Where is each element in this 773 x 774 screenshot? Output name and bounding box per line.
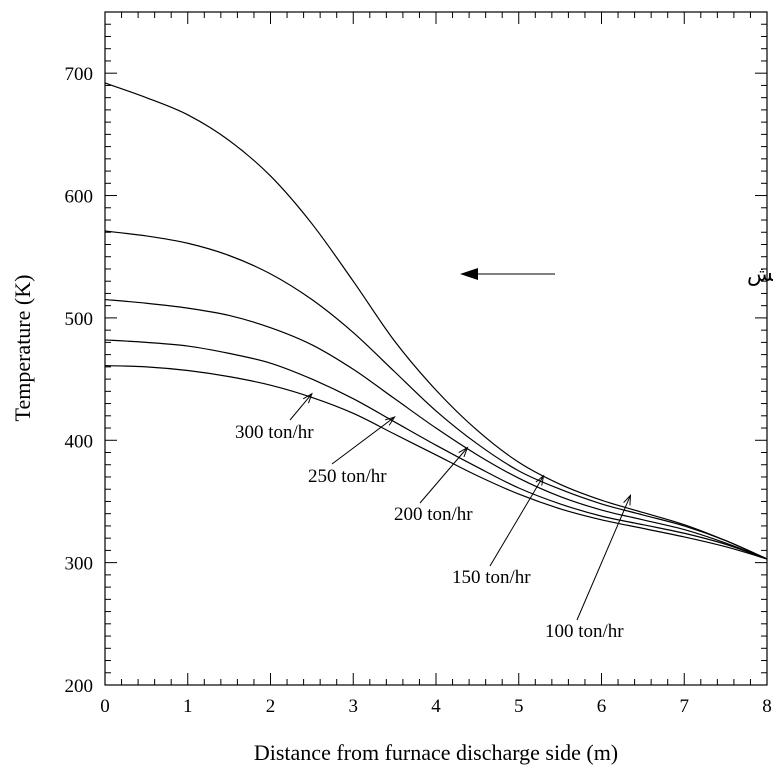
y-tick-label: 400 (65, 431, 94, 452)
series-line-250-ton-hr (104, 339, 768, 560)
direction-note: جهت حرکت شمش (747, 262, 773, 286)
series-line-100-ton-hr (104, 82, 768, 560)
series-curves (104, 82, 768, 560)
x-axis-title: Distance from furnace discharge side (m) (254, 740, 618, 765)
x-tick-label: 1 (183, 696, 193, 717)
series-pointer-head-icon (384, 416, 396, 426)
x-tick-label: 4 (431, 696, 441, 717)
series-label-150-ton-hr: 150 ton/hr (452, 567, 531, 588)
x-tick-label: 3 (349, 696, 359, 717)
x-tick-label: 6 (597, 696, 607, 717)
series-pointer-200-ton-hr (419, 447, 468, 504)
series-label-100-ton-hr: 100 ton/hr (545, 621, 624, 642)
series-pointer-150-ton-hr (489, 475, 545, 567)
y-tick-label: 700 (65, 64, 94, 85)
series-label-300-ton-hr: 300 ton/hr (235, 422, 314, 443)
x-tick-label: 7 (680, 696, 690, 717)
axis-ticks (104, 11, 768, 686)
series-line-300-ton-hr (104, 365, 768, 560)
series-line-200-ton-hr (104, 298, 768, 560)
y-tick-label: 500 (65, 309, 94, 330)
y-tick-labels: 200 300 400 500 600 700 (65, 64, 94, 697)
series-label-200-ton-hr: 200 ton/hr (394, 504, 473, 525)
series-line-150-ton-hr (104, 230, 768, 560)
series-pointer-head-icon (535, 474, 545, 486)
y-tick-label: 600 (65, 187, 94, 208)
x-tick-label: 5 (514, 696, 524, 717)
series-pointer-250-ton-hr (331, 416, 395, 465)
series-labels: 100 ton/hr 150 ton/hr 200 ton/hr 250 ton/hr… (235, 392, 632, 642)
y-tick-label: 200 (65, 676, 94, 697)
x-tick-label: 0 (100, 696, 110, 717)
series-pointer-head-icon (302, 392, 313, 404)
x-tick-label: 8 (762, 696, 772, 717)
series-pointer-head-icon (458, 446, 469, 458)
series-pointer-300-ton-hr (289, 393, 313, 421)
y-tick-label: 300 (65, 554, 94, 575)
series-pointer-100-ton-hr (576, 495, 631, 621)
series-label-250-ton-hr: 250 ton/hr (308, 466, 387, 487)
y-axis-title: Temperature (K) (10, 275, 35, 422)
x-tick-labels: 0 1 2 3 4 5 6 7 8 (100, 696, 772, 717)
direction-arrow-head-icon (460, 268, 478, 280)
x-tick-label: 2 (266, 696, 276, 717)
direction-annotation: جهت حرکت شمش (460, 262, 773, 286)
series-pointer-head-icon (623, 493, 632, 506)
